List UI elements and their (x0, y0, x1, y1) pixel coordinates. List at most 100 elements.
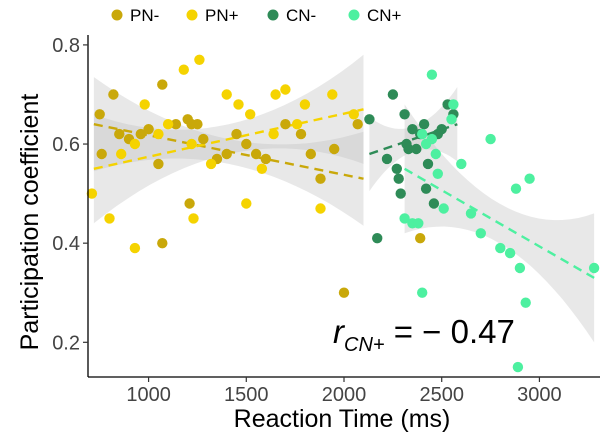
legend: PN- PN+ CN- CN+ (111, 6, 402, 25)
y-tick-label: 0.6 (52, 134, 80, 156)
data-point (86, 188, 98, 199)
data-point (157, 238, 168, 249)
data-point (456, 158, 467, 170)
data-point (387, 89, 399, 100)
data-point (407, 124, 418, 135)
data-point (116, 148, 127, 160)
x-tick-label: 2000 (322, 384, 367, 406)
data-point (280, 84, 291, 95)
data-point (96, 148, 107, 160)
y-tick-label: 0.8 (52, 35, 80, 57)
data-point (438, 203, 449, 214)
data-point (157, 79, 168, 90)
data-point (364, 114, 375, 125)
data-point (420, 183, 432, 194)
data-point (514, 262, 526, 274)
data-point (436, 124, 447, 135)
data-point (338, 287, 350, 298)
data-point (520, 297, 531, 308)
x-tick-label: 1500 (224, 384, 269, 406)
data-point (417, 128, 428, 140)
data-point (94, 109, 105, 120)
data-point (381, 153, 393, 165)
data-point (108, 89, 119, 100)
data-point (417, 287, 428, 298)
annotation-equation: = − 0.47 (385, 313, 515, 350)
data-point (135, 128, 146, 140)
data-point (241, 138, 252, 150)
x-tick-label: 2500 (419, 384, 464, 406)
data-point (270, 89, 281, 100)
data-point (221, 89, 232, 100)
data-point (329, 143, 340, 155)
data-point (233, 99, 244, 110)
data-point (139, 99, 150, 110)
data-point (588, 262, 600, 274)
data-point (241, 198, 252, 209)
data-point (260, 153, 271, 165)
data-point (186, 138, 197, 150)
x-axis-label: Reaction Time (ms) (234, 405, 451, 433)
legend-swatch-PN- (111, 9, 123, 21)
legend-label-PN+: PN+ (205, 6, 239, 25)
axes: 1000 1500 2000 2500 3000 0.2 0.4 0.6 0.8 (52, 35, 600, 406)
legend-swatch-CN+ (348, 9, 360, 21)
x-tick-label: 3000 (517, 384, 562, 406)
data-point (372, 233, 383, 244)
data-point (428, 198, 440, 209)
data-point (291, 119, 303, 130)
data-point (299, 99, 311, 110)
data-point (399, 213, 410, 224)
data-point (504, 247, 516, 259)
data-point (432, 168, 443, 179)
legend-swatch-PN+ (186, 9, 198, 21)
data-point (510, 183, 522, 194)
data-point (426, 133, 438, 145)
data-point (448, 99, 459, 110)
data-point (129, 242, 141, 254)
regression-line-CN+ (403, 167, 595, 279)
data-point (178, 64, 189, 75)
data-point (143, 124, 154, 135)
y-axis-label: Participation coefficient (16, 94, 44, 351)
data-point (221, 148, 232, 160)
data-point (280, 119, 291, 130)
data-points (86, 54, 600, 373)
data-point (245, 109, 256, 120)
annotation-subscript: CN+ (344, 334, 385, 356)
data-point (352, 119, 363, 130)
data-point (192, 119, 203, 130)
data-point (231, 128, 242, 140)
legend-swatch-CN- (267, 9, 279, 21)
data-point (524, 173, 535, 184)
confidence-bands (93, 54, 595, 343)
data-point (256, 163, 268, 174)
legend-label-CN+: CN+ (367, 6, 402, 25)
data-point (391, 163, 402, 174)
data-point (104, 213, 115, 224)
y-tick-label: 0.2 (52, 332, 80, 354)
data-point (194, 54, 205, 65)
data-point (512, 361, 524, 373)
data-point (475, 228, 486, 239)
legend-label-CN-: CN- (286, 6, 316, 25)
data-point (114, 128, 125, 140)
data-point (415, 233, 426, 244)
legend-label-PN-: PN- (130, 6, 159, 25)
data-point (205, 158, 217, 170)
x-tick-label: 1000 (126, 384, 171, 406)
data-point (413, 218, 424, 229)
data-point (295, 128, 307, 140)
data-point (153, 158, 164, 170)
data-point (426, 69, 438, 80)
data-point (422, 158, 434, 170)
data-point (395, 188, 406, 199)
data-point (170, 119, 182, 130)
annotation-r: r (333, 313, 346, 350)
data-point (250, 148, 262, 160)
data-point (198, 133, 209, 145)
data-point (315, 203, 326, 214)
data-point (393, 173, 404, 184)
data-point (153, 128, 164, 140)
